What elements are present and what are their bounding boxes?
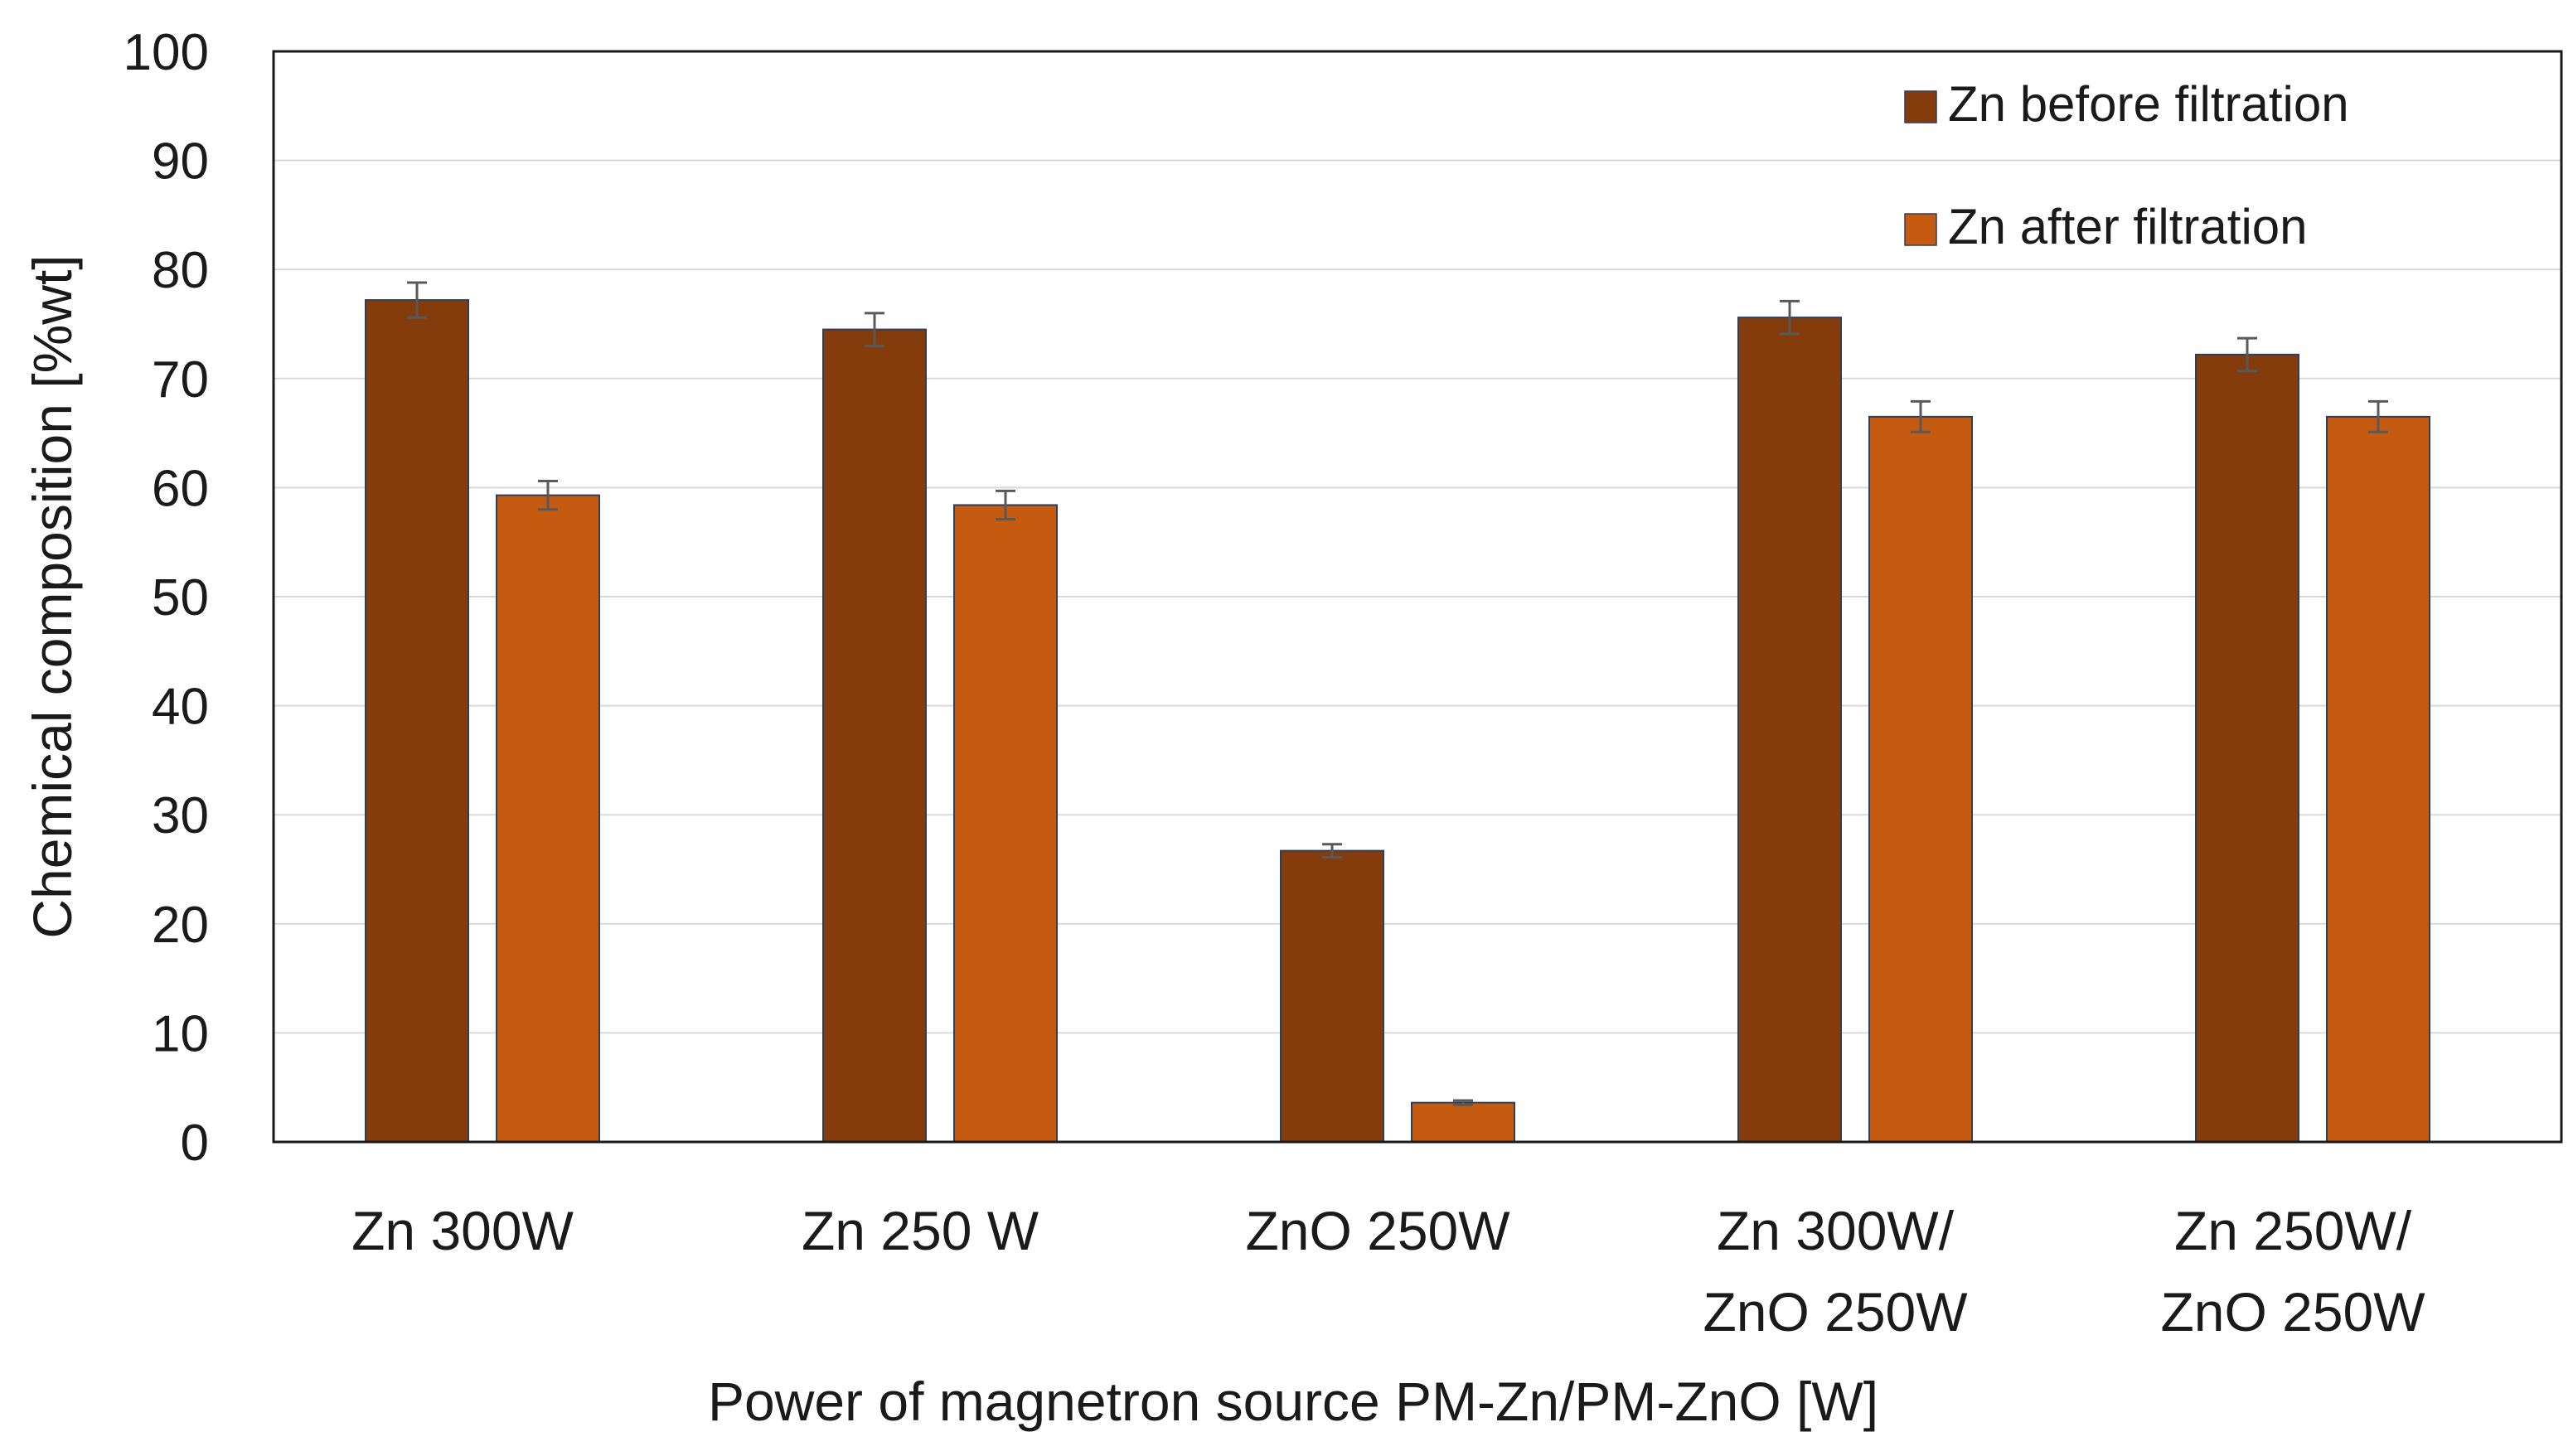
y-tick-label: 100	[124, 24, 209, 81]
error-bar	[996, 489, 1015, 521]
gridlines	[274, 159, 2561, 1034]
legend-label-before: Zn before filtration	[1948, 76, 2349, 132]
bar-after-filtration	[1868, 415, 1973, 1143]
bars	[365, 299, 2430, 1144]
y-tick-label: 40	[152, 679, 209, 736]
error-bar	[1911, 399, 1931, 433]
bar-before-filtration	[2195, 353, 2299, 1143]
bar-before-filtration	[1280, 849, 1384, 1144]
x-tick-label: ZnO 250W	[1245, 1200, 1510, 1261]
y-tick-label: 80	[152, 242, 209, 299]
y-tick-label: 50	[152, 569, 209, 626]
x-axis-title: Power of magnetron source PM-Zn/PM-ZnO […	[708, 1371, 1878, 1432]
y-tick-label: 0	[181, 1115, 209, 1172]
bar-after-filtration	[2326, 415, 2430, 1143]
y-tick-label: 10	[152, 1005, 209, 1062]
error-bar	[538, 480, 558, 511]
legend-label-after: Zn after filtration	[1948, 199, 2308, 254]
x-tick-label: Zn 300W/ZnO 250W	[1703, 1200, 1968, 1342]
y-tick-labels: 0 10 20 30 40 50 60 70 80 90 100	[124, 24, 209, 1172]
y-tick-label: 30	[152, 787, 209, 844]
x-tick-labels: Zn 300W Zn 250 W ZnO 250W Zn 300W/ZnO 250W Z…	[351, 1200, 2425, 1342]
plot-frame	[272, 50, 2563, 1144]
x-tick-label: Zn 300W	[351, 1200, 574, 1261]
y-tick-label: 60	[152, 460, 209, 517]
y-axis-title: Chemical composition [%wt]	[22, 254, 83, 938]
x-tick-label: Zn 250 W	[802, 1200, 1039, 1261]
bar-after-filtration	[953, 504, 1058, 1143]
error-bars	[407, 281, 2388, 1106]
bar-after-filtration	[1411, 1101, 1515, 1144]
bar-after-filtration	[496, 494, 600, 1143]
error-bar	[1453, 1099, 1473, 1106]
error-bar	[1322, 843, 1342, 859]
x-tick-label: Zn 250W/ZnO 250W	[2160, 1200, 2425, 1342]
legend-swatch-after	[1904, 213, 1937, 246]
legend: Zn before filtration Zn after filtration	[1904, 76, 2349, 254]
bar-before-filtration	[365, 299, 469, 1144]
bar-before-filtration	[1737, 317, 1842, 1143]
y-tick-label: 90	[152, 133, 209, 191]
legend-swatch-before	[1904, 90, 1937, 123]
error-bar	[2237, 336, 2257, 373]
error-bar	[2368, 399, 2388, 433]
bar-before-filtration	[822, 328, 927, 1143]
y-tick-label: 20	[152, 897, 209, 954]
error-bar	[865, 312, 884, 347]
error-bar	[1780, 299, 1800, 336]
error-bar	[407, 281, 427, 319]
y-tick-label: 70	[152, 351, 209, 409]
